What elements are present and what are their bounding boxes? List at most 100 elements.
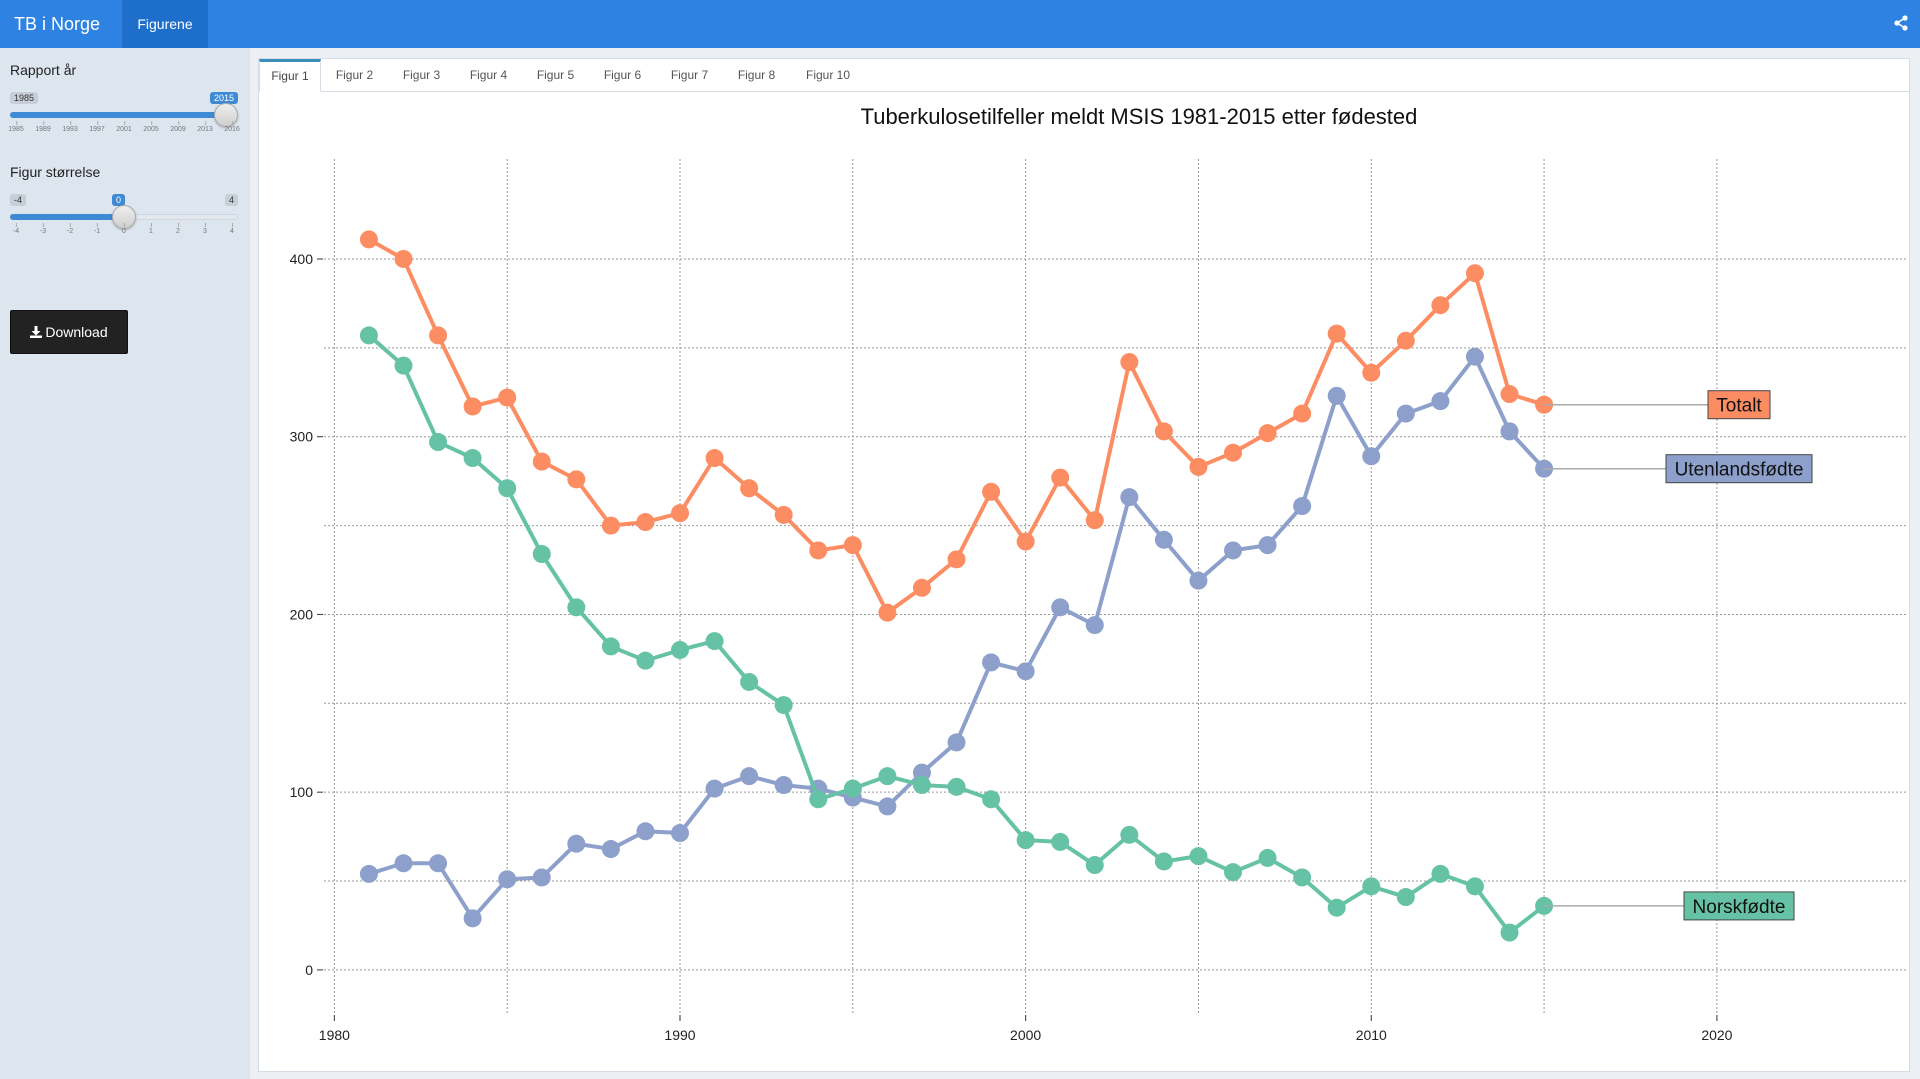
tab-figur-8[interactable]: Figur 8 [737, 68, 776, 82]
slider-tick-label: 1985 [8, 121, 24, 133]
size-slider-label: Figur størrelse [10, 164, 101, 180]
data-point-utenlandsf-dte [1224, 541, 1243, 560]
data-point-norskf-dte [1120, 825, 1139, 844]
data-point-utenlandsf-dte [947, 733, 966, 752]
tab-figur-7[interactable]: Figur 7 [670, 68, 709, 82]
data-point-utenlandsf-dte [1327, 386, 1346, 405]
year-slider-fill [10, 112, 226, 118]
size-slider[interactable]: -4 4 0 -4 -3 -2 -1 0 1 2 3 4 [10, 184, 238, 244]
data-point-utenlandsf-dte [1120, 488, 1139, 507]
slider-tick-label: 0 [122, 223, 126, 235]
series-line-norskf-dte [367, 333, 1546, 935]
tab-figur-6[interactable]: Figur 6 [603, 68, 642, 82]
data-point-norskf-dte [1189, 847, 1208, 866]
data-point-norskf-dte [1431, 864, 1450, 883]
share-icon[interactable] [1892, 14, 1910, 32]
tab-figur-2[interactable]: Figur 2 [335, 68, 374, 82]
data-point-norskf-dte [1396, 888, 1415, 907]
data-point-norskf-dte [429, 433, 448, 452]
data-point-norskf-dte [705, 632, 724, 651]
data-point-totalt [1189, 457, 1208, 476]
data-point-utenlandsf-dte [1500, 422, 1519, 441]
sidebar: Rapport år 1985 2015 1985 1989 1993 1997 200… [0, 48, 250, 1079]
series-label-norskf-dte: Norskfødte [1693, 897, 1786, 918]
data-point-totalt [394, 249, 413, 268]
data-point-totalt [1224, 443, 1243, 462]
year-slider-handle[interactable] [214, 103, 238, 127]
data-point-norskf-dte [1154, 852, 1173, 871]
data-point-utenlandsf-dte [1016, 662, 1035, 681]
series-label-box-totalt [1707, 390, 1771, 420]
data-point-utenlandsf-dte [1051, 598, 1070, 617]
data-point-utenlandsf-dte [705, 779, 724, 798]
tab-figur-10[interactable]: Figur 10 [805, 68, 851, 82]
slider-tick-label: 2005 [143, 121, 159, 133]
data-point-norskf-dte [740, 672, 759, 691]
data-point-norskf-dte [947, 777, 966, 796]
tab-figur-3[interactable]: Figur 3 [402, 68, 441, 82]
slider-tick-label: 1 [149, 223, 153, 235]
data-point-totalt [567, 470, 586, 489]
tab-figur-5[interactable]: Figur 5 [536, 68, 575, 82]
slider-tick-label: 2016 [224, 121, 240, 133]
data-point-totalt [498, 388, 517, 407]
data-point-totalt [912, 578, 931, 597]
series-label-utenlandsf-dte: Utenlandsfødte [1675, 460, 1804, 481]
slider-tick-label: -2 [66, 223, 74, 235]
slider-tick-label: 2 [176, 223, 180, 235]
figure-panel: Figur 1 Figur 2 Figur 3 Figur 4 Figur 5 Figur… [258, 58, 1910, 1072]
data-point-norskf-dte [1500, 923, 1519, 942]
data-point-norskf-dte [671, 640, 690, 659]
data-point-totalt [1120, 353, 1139, 372]
app-brand[interactable]: TB i Norge [14, 14, 101, 34]
y-tick-label: 100 [290, 784, 314, 800]
data-point-norskf-dte [1224, 863, 1243, 882]
top-navbar: TB i Norge Figurene [0, 0, 1920, 48]
data-point-totalt [1154, 422, 1173, 441]
data-point-totalt [671, 504, 690, 523]
data-point-norskf-dte [498, 479, 517, 498]
data-point-norskf-dte [601, 637, 620, 656]
data-point-totalt [1396, 331, 1415, 350]
data-point-norskf-dte [636, 651, 655, 670]
nav-tab-figurene[interactable]: Figurene [122, 0, 208, 48]
data-point-totalt [982, 482, 1001, 501]
slider-tick-label: 2001 [116, 121, 132, 133]
slider-tick-label: -4 [12, 223, 20, 235]
year-slider[interactable]: 1985 2015 1985 1989 1993 1997 2001 2005 2009 20… [8, 82, 240, 142]
data-point-utenlandsf-dte [1396, 404, 1415, 423]
data-point-norskf-dte [1016, 831, 1035, 850]
data-point-utenlandsf-dte [1362, 447, 1381, 466]
data-point-totalt [843, 536, 862, 555]
x-tick-label: 2010 [1356, 1027, 1387, 1043]
data-point-totalt [636, 513, 655, 532]
data-point-utenlandsf-dte [774, 776, 793, 795]
data-point-norskf-dte [1051, 832, 1070, 851]
data-point-utenlandsf-dte [1154, 530, 1173, 549]
data-point-totalt [705, 449, 724, 468]
figure-tabs: Figur 1 Figur 2 Figur 3 Figur 4 Figur 5 Figur… [259, 59, 1909, 92]
series-line-utenlandsf-dte [368, 354, 1546, 921]
data-point-totalt [1431, 296, 1450, 315]
data-point-norskf-dte [1465, 877, 1484, 896]
data-point-utenlandsf-dte [1189, 571, 1208, 590]
tab-figur-1[interactable]: Figur 1 [259, 59, 321, 92]
slider-tick-label: 4 [230, 223, 234, 235]
x-tick-label: 1980 [319, 1027, 350, 1043]
tab-figur-4[interactable]: Figur 4 [469, 68, 508, 82]
data-point-norskf-dte [1258, 848, 1277, 867]
download-icon [30, 326, 43, 338]
data-point-norskf-dte [912, 776, 931, 795]
size-slider-handle[interactable] [112, 205, 136, 229]
y-tick-label: 200 [290, 606, 314, 622]
data-point-totalt [774, 505, 793, 524]
download-button[interactable]: Download [10, 310, 128, 354]
data-point-norskf-dte [1085, 856, 1104, 875]
data-point-utenlandsf-dte [394, 854, 413, 873]
slider-tick-label: 3 [203, 223, 207, 235]
size-slider-min-label: -4 [10, 194, 27, 206]
data-point-utenlandsf-dte [982, 653, 1001, 672]
data-point-totalt [601, 516, 620, 535]
data-point-norskf-dte [878, 767, 897, 786]
data-point-norskf-dte [1327, 898, 1346, 917]
